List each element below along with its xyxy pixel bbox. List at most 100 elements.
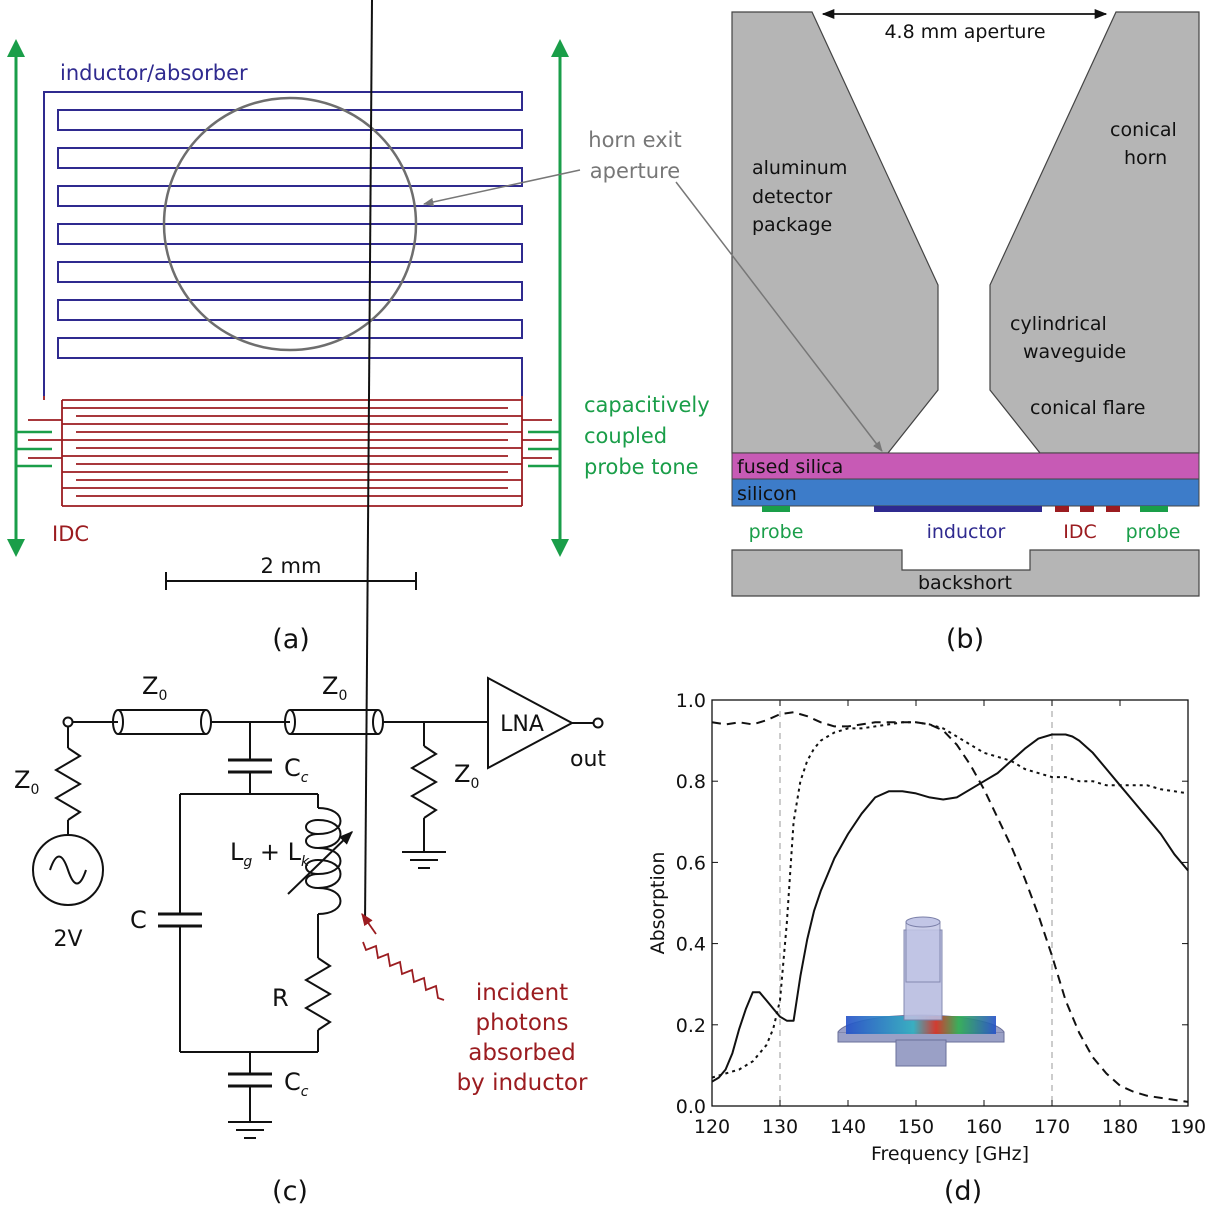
inductor-meander <box>43 91 523 396</box>
probe-right-pad <box>1140 506 1168 512</box>
probe-label-line3: probe tone <box>584 455 699 479</box>
caption-b: (b) <box>946 624 984 655</box>
right-package-block <box>989 11 1200 454</box>
probe-right-label: probe <box>1126 521 1181 543</box>
resonator-resistor <box>304 957 332 1031</box>
input-terminal <box>62 716 74 728</box>
y-tick-label: 0.2 <box>676 1015 706 1037</box>
ground-right <box>402 851 446 869</box>
idc-pad-1 <box>1055 506 1069 512</box>
aperture-label: 4.8 mm aperture <box>884 21 1045 43</box>
waveguide-label-2: waveguide <box>1023 341 1126 363</box>
lna-amplifier <box>487 676 575 770</box>
backshort-label: backshort <box>918 572 1012 594</box>
horn-label-2: horn <box>1124 147 1167 169</box>
output-terminal <box>592 717 604 729</box>
inductor-coil <box>305 807 342 915</box>
z0-label-2: Z0 <box>322 672 347 704</box>
c-label: C <box>130 906 147 934</box>
right-probe-fingers <box>528 430 560 468</box>
waveguide-label-1: cylindrical <box>1010 313 1107 335</box>
y-tick-label: 0.8 <box>676 771 706 793</box>
variable-arrow <box>287 831 354 895</box>
horn-pointer-arrow <box>422 169 581 207</box>
probe-label-line2: coupled <box>584 424 667 448</box>
caption-c: (c) <box>272 1176 308 1207</box>
y-tick-label: 0.4 <box>676 934 706 956</box>
probe-left-pad <box>762 506 790 512</box>
photon-label-3: absorbed <box>468 1040 576 1066</box>
panel-c <box>32 0 604 1139</box>
probe-left-label: probe <box>749 521 804 543</box>
out-label: out <box>570 747 606 772</box>
caption-a: (a) <box>272 624 310 655</box>
idc-capacitor <box>28 396 552 507</box>
series-line-solid <box>711 733 1189 1083</box>
backshort-block <box>731 549 1200 597</box>
cc-label-top: Cc <box>284 754 309 786</box>
horn-label-line2: aperture <box>590 159 680 183</box>
z0-label-3: Z0 <box>14 766 39 798</box>
ground-bottom <box>228 1121 272 1139</box>
inset-heatmap <box>846 1016 996 1034</box>
package-label-3: package <box>752 214 832 236</box>
idc-pad-2 <box>1080 506 1094 512</box>
inductor-label-b: inductor <box>927 521 1006 543</box>
r-label: R <box>272 984 289 1012</box>
y-tick-label: 1.0 <box>676 690 706 712</box>
x-tick-label: 170 <box>1034 1116 1070 1138</box>
silicon-label: silicon <box>737 483 797 505</box>
plot-area <box>711 699 1189 1107</box>
source-resistor <box>54 747 82 821</box>
flare-label: conical flare <box>1030 397 1146 419</box>
absorption-chart: 120 130 140 150 160 170 180 190 0.0 0.2 0.4 0.6 0.8 1… <box>647 690 1206 1207</box>
package-label-1: aluminum <box>752 157 847 179</box>
x-tick-label: 140 <box>830 1116 866 1138</box>
lna-label: LNA <box>500 712 544 737</box>
fused-silica-label: fused silica <box>737 456 843 478</box>
z0-label-4: Z0 <box>454 760 479 792</box>
horn-label-1: conical <box>1110 119 1177 141</box>
cc-label-bottom: Cc <box>284 1068 309 1100</box>
z0-label-1: Z0 <box>142 672 167 704</box>
x-tick-label: 190 <box>1170 1116 1206 1138</box>
photon-label-2: photons <box>476 1010 569 1036</box>
inductor-pad <box>874 506 1042 512</box>
panel-b: 4.8 mm aperture aluminum detector packag… <box>675 8 1200 655</box>
y-tick-label: 0.6 <box>676 852 706 874</box>
x-tick-label: 160 <box>966 1116 1002 1138</box>
x-tick-label: 180 <box>1102 1116 1138 1138</box>
idc-label: IDC <box>52 522 89 546</box>
horn-exit-pointer <box>675 181 883 452</box>
horn-label-line1: horn exit <box>588 128 681 152</box>
photon-label-4: by inductor <box>457 1070 588 1096</box>
caption-d: (d) <box>944 1176 982 1207</box>
photon-label-1: incident <box>476 980 568 1006</box>
photon-wave <box>362 941 445 1001</box>
inductor-label: inductor/absorber <box>60 61 248 85</box>
panel-c-labels: Z0 Z0 Z0 Z0 Cc Cc LNA out 2V C R Lg + Lk… <box>14 672 606 1207</box>
left-probe-fingers <box>16 430 52 468</box>
inset-model <box>837 916 1005 1067</box>
x-tick-label: 150 <box>898 1116 934 1138</box>
series-line-dashed <box>711 711 1189 1103</box>
probe-label-line1: capacitively <box>584 393 710 417</box>
panel-a: inductor/absorber horn exit aperture cap… <box>7 39 710 655</box>
package-label-2: detector <box>752 186 832 208</box>
horn-exit-circle <box>162 96 418 352</box>
idc-label-b: IDC <box>1063 521 1097 543</box>
transmission-line-2 <box>284 709 384 735</box>
x-tick-label: 120 <box>694 1116 730 1138</box>
photon-arrow <box>361 912 377 935</box>
idc-pad-3 <box>1106 506 1120 512</box>
inductance-label: Lg + Lk <box>230 838 310 870</box>
transmission-line-1 <box>112 709 212 735</box>
source-label: 2V <box>53 927 82 952</box>
scale-label: 2 mm <box>261 554 322 578</box>
scale-bar <box>165 572 417 590</box>
x-tick-label: 130 <box>762 1116 798 1138</box>
load-resistor <box>410 745 438 819</box>
voltage-source <box>32 834 104 906</box>
silicon-layer <box>731 478 1200 507</box>
